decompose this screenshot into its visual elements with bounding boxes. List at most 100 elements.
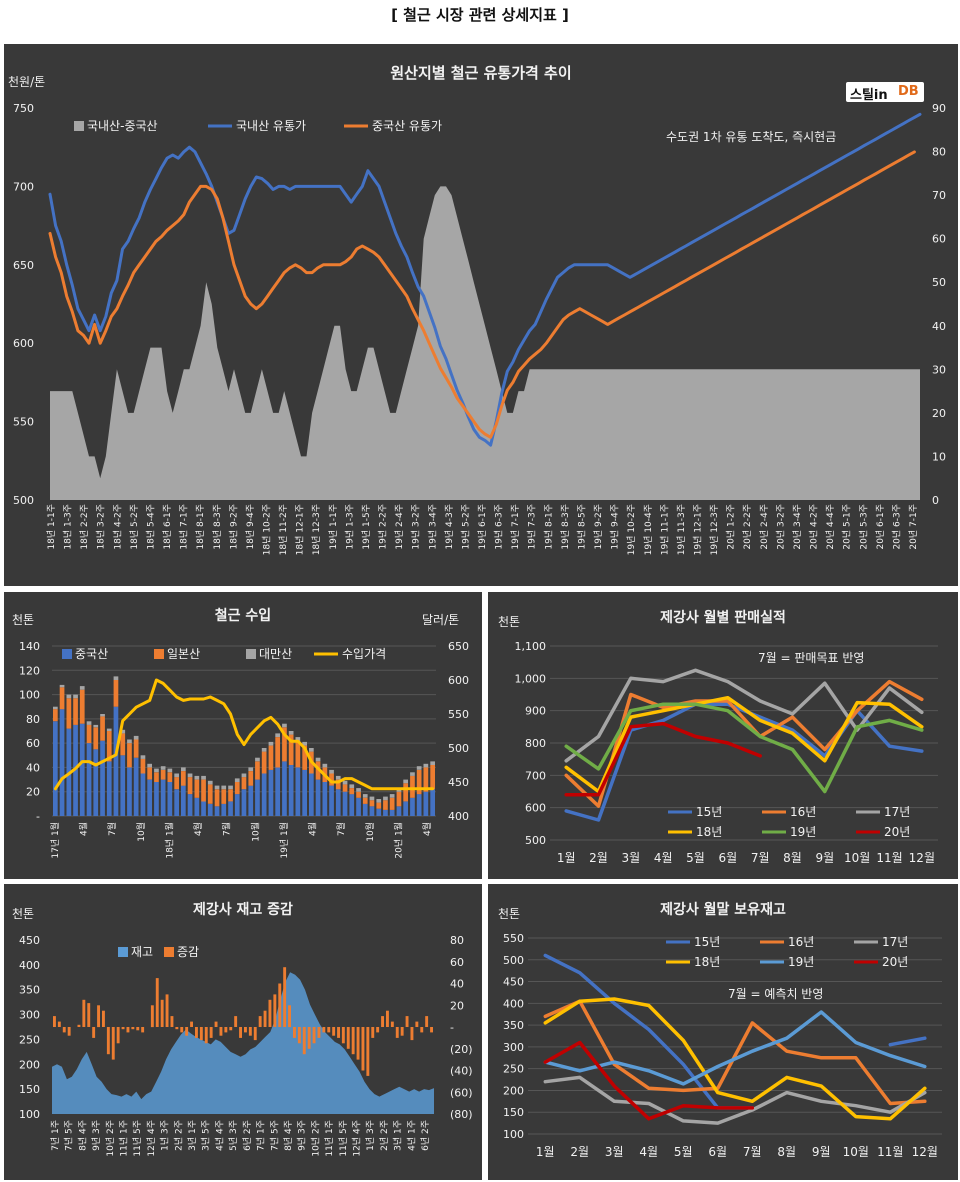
legend-taiwan-label: 대만산 [259, 647, 292, 661]
y-tick-label: 100 [503, 1128, 524, 1141]
bar-change [204, 1027, 208, 1044]
x-tick-label: 19년 1-3주 [344, 504, 355, 550]
legend-15년-label: 15년 [694, 935, 720, 949]
y-tick-label: 120 [19, 664, 40, 677]
x-tick-label: 10년 2주 [105, 1120, 116, 1157]
y2-tick-label: 50 [932, 276, 946, 289]
x-tick-label: 3월 [605, 1145, 624, 1159]
x-tick-label: 19년 7-3주 [527, 504, 538, 550]
legend-area-label: 국내산-중국산 [87, 119, 158, 133]
x-tick-label: 9년 3주 [91, 1120, 102, 1151]
x-tick-label: 18년 11-2주 [278, 504, 289, 555]
bar-taiwan [349, 784, 355, 788]
x-tick-label: 10월 [843, 1145, 869, 1159]
bar-china [309, 773, 314, 816]
month-end-stock-chart: 제강사 월말 보유재고 천톤 100 150 200 250 300 350 400 450 500… [488, 884, 958, 1180]
bar-taiwan [201, 775, 206, 780]
bar-change [82, 999, 86, 1027]
x-tick-label: 19년 3-4주 [427, 504, 438, 550]
bar-taiwan [53, 706, 58, 710]
y-tick-label: 600 [525, 802, 546, 815]
bar-taiwan [86, 721, 92, 725]
x-tick-label: 18년 10-2주 [262, 504, 273, 555]
bar-japan [167, 772, 173, 782]
bar-japan [147, 767, 152, 780]
x-tick-label: 11월 [877, 1145, 903, 1159]
bar-japan [376, 802, 382, 809]
bar-china [201, 801, 206, 816]
series-line-19년 [543, 1010, 927, 1086]
bar-china [349, 794, 355, 816]
series-area-inventory [52, 972, 434, 1114]
x-tick-label: 19년 10-4주 [643, 504, 654, 555]
x-tick-label: 20년 1월 [392, 822, 404, 859]
bar-japan [234, 782, 240, 795]
y2-tick-label: 30 [932, 363, 946, 376]
y2-tick-label: 550 [448, 708, 469, 721]
x-tick-label: 19년 1월 [278, 822, 290, 859]
import-chart: 철근 수입 천톤 달러/톤 - 20 40 60 80 100 120 140 400 450 500 55… [4, 592, 482, 879]
bar-taiwan [248, 767, 254, 771]
y2-tick-label: (20) [450, 1043, 473, 1056]
bar-japan [160, 769, 166, 780]
y-tick-label: 140 [19, 640, 40, 653]
x-tick-label: 18년 8-3주 [212, 504, 223, 550]
bar-japan [329, 773, 334, 786]
y-tick-label: 350 [19, 984, 40, 997]
x-tick-label: 4년 1주 [406, 1120, 417, 1151]
y-tick-label: 40 [26, 761, 40, 774]
bar-china [389, 809, 395, 816]
bar-change [234, 1016, 238, 1027]
y2-tick-label: 40 [450, 978, 464, 991]
legend-inventory-swatch [118, 947, 128, 957]
series-line-18년 [543, 997, 927, 1121]
bar-change [268, 999, 272, 1027]
y-tick-label: 500 [503, 954, 524, 967]
bar-japan [275, 737, 280, 768]
bar-change [253, 1027, 257, 1041]
bar-taiwan [309, 748, 314, 752]
x-tick-label: 19년 8-5주 [577, 504, 588, 550]
y-tick-label: 300 [503, 1041, 524, 1054]
monthly-sales-chart: 제강사 월별 판매실적 천톤 500 600 700 800 900 1,000 1,100 1월… [488, 592, 958, 879]
y-tick-label: 1,100 [515, 640, 547, 653]
bar-japan [268, 745, 274, 770]
bar-china [86, 743, 92, 816]
bar-change [322, 1027, 326, 1033]
bar-change [425, 1016, 429, 1027]
bar-taiwan [100, 714, 105, 717]
x-tick-label: 19년 8-1주 [543, 504, 554, 550]
bar-taiwan [403, 779, 408, 784]
bar-china [100, 740, 105, 816]
bar-taiwan [416, 766, 422, 770]
bar-taiwan [154, 768, 159, 773]
bar-china [315, 779, 321, 816]
bar-change [288, 1005, 291, 1028]
bar-japan [396, 791, 402, 807]
bar-change [170, 1016, 174, 1027]
bar-taiwan [73, 694, 78, 699]
bar-japan [79, 689, 85, 724]
x-tick-label: 19년 2-4주 [394, 504, 405, 550]
annotation: 7월 = 예측치 반영 [728, 987, 823, 1001]
y2-tick-label: 650 [448, 640, 469, 653]
bar-japan [241, 777, 247, 790]
bar-change [131, 1027, 135, 1030]
x-tick-label: 19년 12-3주 [709, 504, 720, 555]
logo-text: 스틸in [850, 88, 888, 103]
bar-taiwan [167, 768, 173, 773]
bar-change [224, 1027, 228, 1033]
y-tick-label: 450 [19, 934, 40, 947]
x-tick-label: 18년 3-2주 [96, 504, 107, 550]
bar-china [133, 757, 139, 816]
legend-china-swatch [62, 649, 72, 659]
y2-tick-label: 80 [450, 934, 464, 947]
bar-taiwan [335, 775, 341, 780]
bar-change [332, 1027, 336, 1036]
x-tick-label: 8년 4주 [283, 1120, 294, 1151]
bar-change [302, 1027, 306, 1055]
x-tick-label: 4월 [78, 822, 90, 836]
bar-taiwan [127, 739, 132, 744]
x-tick-label: 17년 1월 [49, 822, 61, 859]
legend-change-label: 증감 [177, 945, 199, 959]
